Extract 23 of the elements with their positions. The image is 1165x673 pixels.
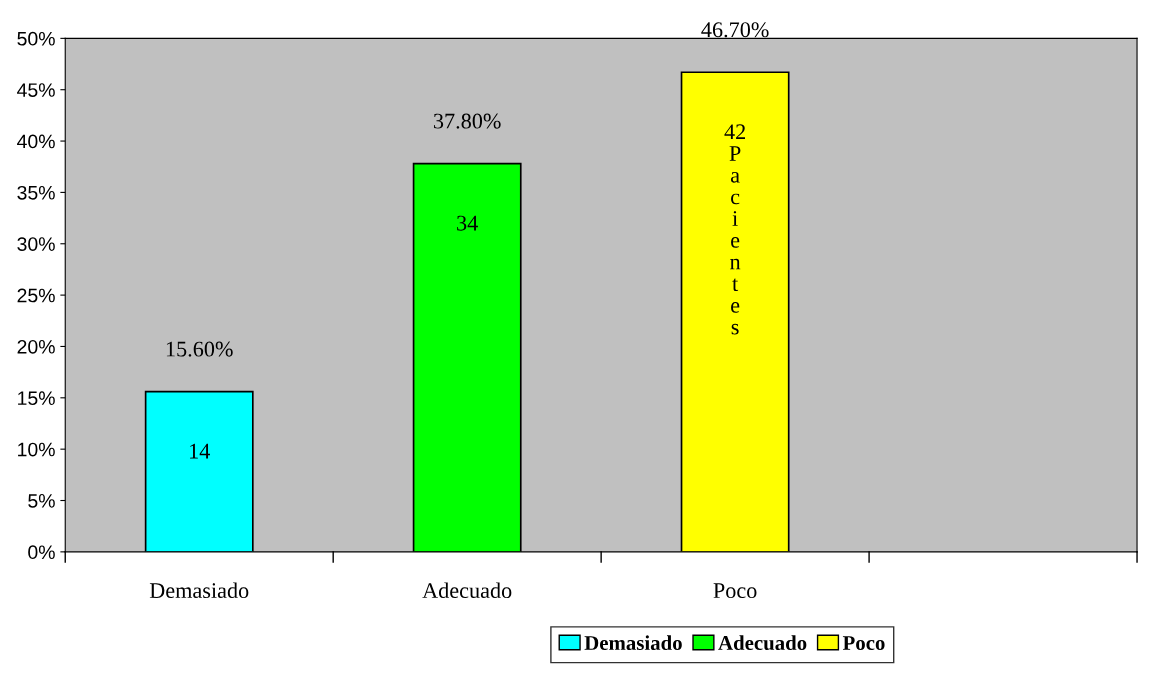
x-tick-label: Adecuado bbox=[422, 582, 512, 599]
annotation: 14 bbox=[190, 443, 210, 459]
x-tick-label: Poco bbox=[713, 583, 757, 599]
data-label: 46.70% bbox=[701, 22, 769, 38]
y-tick-label: 5% bbox=[28, 494, 55, 508]
y-tick-label: 25% bbox=[17, 288, 55, 303]
y-tick-label: 30% bbox=[17, 237, 55, 251]
data-label: 15.60% bbox=[166, 341, 233, 357]
legend-label: Demasiado bbox=[584, 635, 682, 651]
y-tick-label: 0% bbox=[28, 545, 55, 560]
y-tick-label: 40% bbox=[17, 134, 55, 149]
text: 42 Pacientes bbox=[724, 124, 745, 335]
y-tick-label: 35% bbox=[17, 185, 55, 200]
annotation: 34 bbox=[457, 215, 478, 231]
y-tick-label: 45% bbox=[17, 83, 55, 97]
y-tick-label: 15% bbox=[18, 391, 55, 406]
y-tick-label: 10% bbox=[18, 442, 55, 457]
y-tick-label: 20% bbox=[17, 339, 55, 354]
y-tick-label: 50% bbox=[17, 31, 55, 46]
data-label: 37.80% bbox=[433, 113, 501, 129]
legend-label: Adecuado bbox=[718, 635, 807, 651]
x-tick-label: Demasiado bbox=[149, 582, 249, 599]
legend-label: Poco bbox=[842, 636, 885, 651]
